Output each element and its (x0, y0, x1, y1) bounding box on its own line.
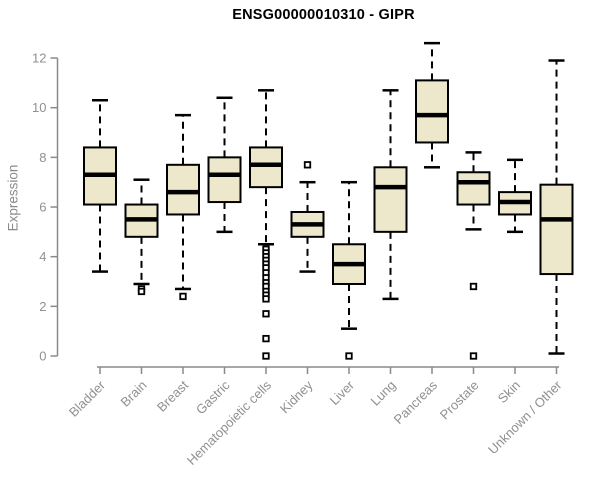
box-gastric (207, 156, 242, 204)
outlier-hematopoietic-cells (262, 352, 270, 360)
outlier-kidney (303, 161, 312, 169)
outlier-breast (179, 292, 187, 301)
x-category-label-kidney: Kidney (277, 377, 316, 416)
x-category-label-prostate: Prostate (437, 378, 482, 423)
outlier-prostate (469, 282, 478, 291)
outlier-hematopoietic-cells (262, 310, 270, 318)
box-lung (373, 166, 408, 233)
x-category-label-gastric: Gastric (193, 377, 233, 417)
outlier-brain (137, 287, 146, 296)
x-category-label-skin: Skin (495, 378, 523, 406)
x-category-label-liver: Liver (327, 377, 358, 408)
outlier-prostate (469, 352, 478, 360)
x-category-label-pancreas: Pancreas (391, 377, 441, 427)
box-hematopoietic-cells (249, 146, 283, 189)
outlier-hematopoietic-cells (262, 295, 270, 303)
y-tick-label: 6 (39, 200, 46, 215)
y-tick-label: 12 (32, 51, 46, 66)
box-prostate (456, 171, 491, 206)
y-tick-label: 0 (39, 349, 46, 364)
x-category-label-bladder: Bladder (66, 377, 109, 420)
y-tick-label: 8 (39, 150, 46, 165)
y-tick-label: 2 (39, 299, 46, 314)
x-category-label-unknown-other: Unknown / Other (485, 377, 565, 457)
y-tick-label: 4 (39, 249, 46, 264)
chart-title: ENSG00000010310 - GIPR (232, 7, 415, 23)
outlier-hematopoietic-cells (262, 334, 270, 343)
box-unknown-other (539, 183, 574, 276)
box-breast (166, 163, 200, 216)
outlier-liver (345, 352, 353, 360)
y-tick-label: 10 (32, 100, 46, 115)
box-pancreas (415, 79, 449, 144)
x-category-label-brain: Brain (118, 378, 150, 410)
x-category-label-breast: Breast (154, 377, 191, 414)
x-category-label-lung: Lung (368, 378, 399, 409)
